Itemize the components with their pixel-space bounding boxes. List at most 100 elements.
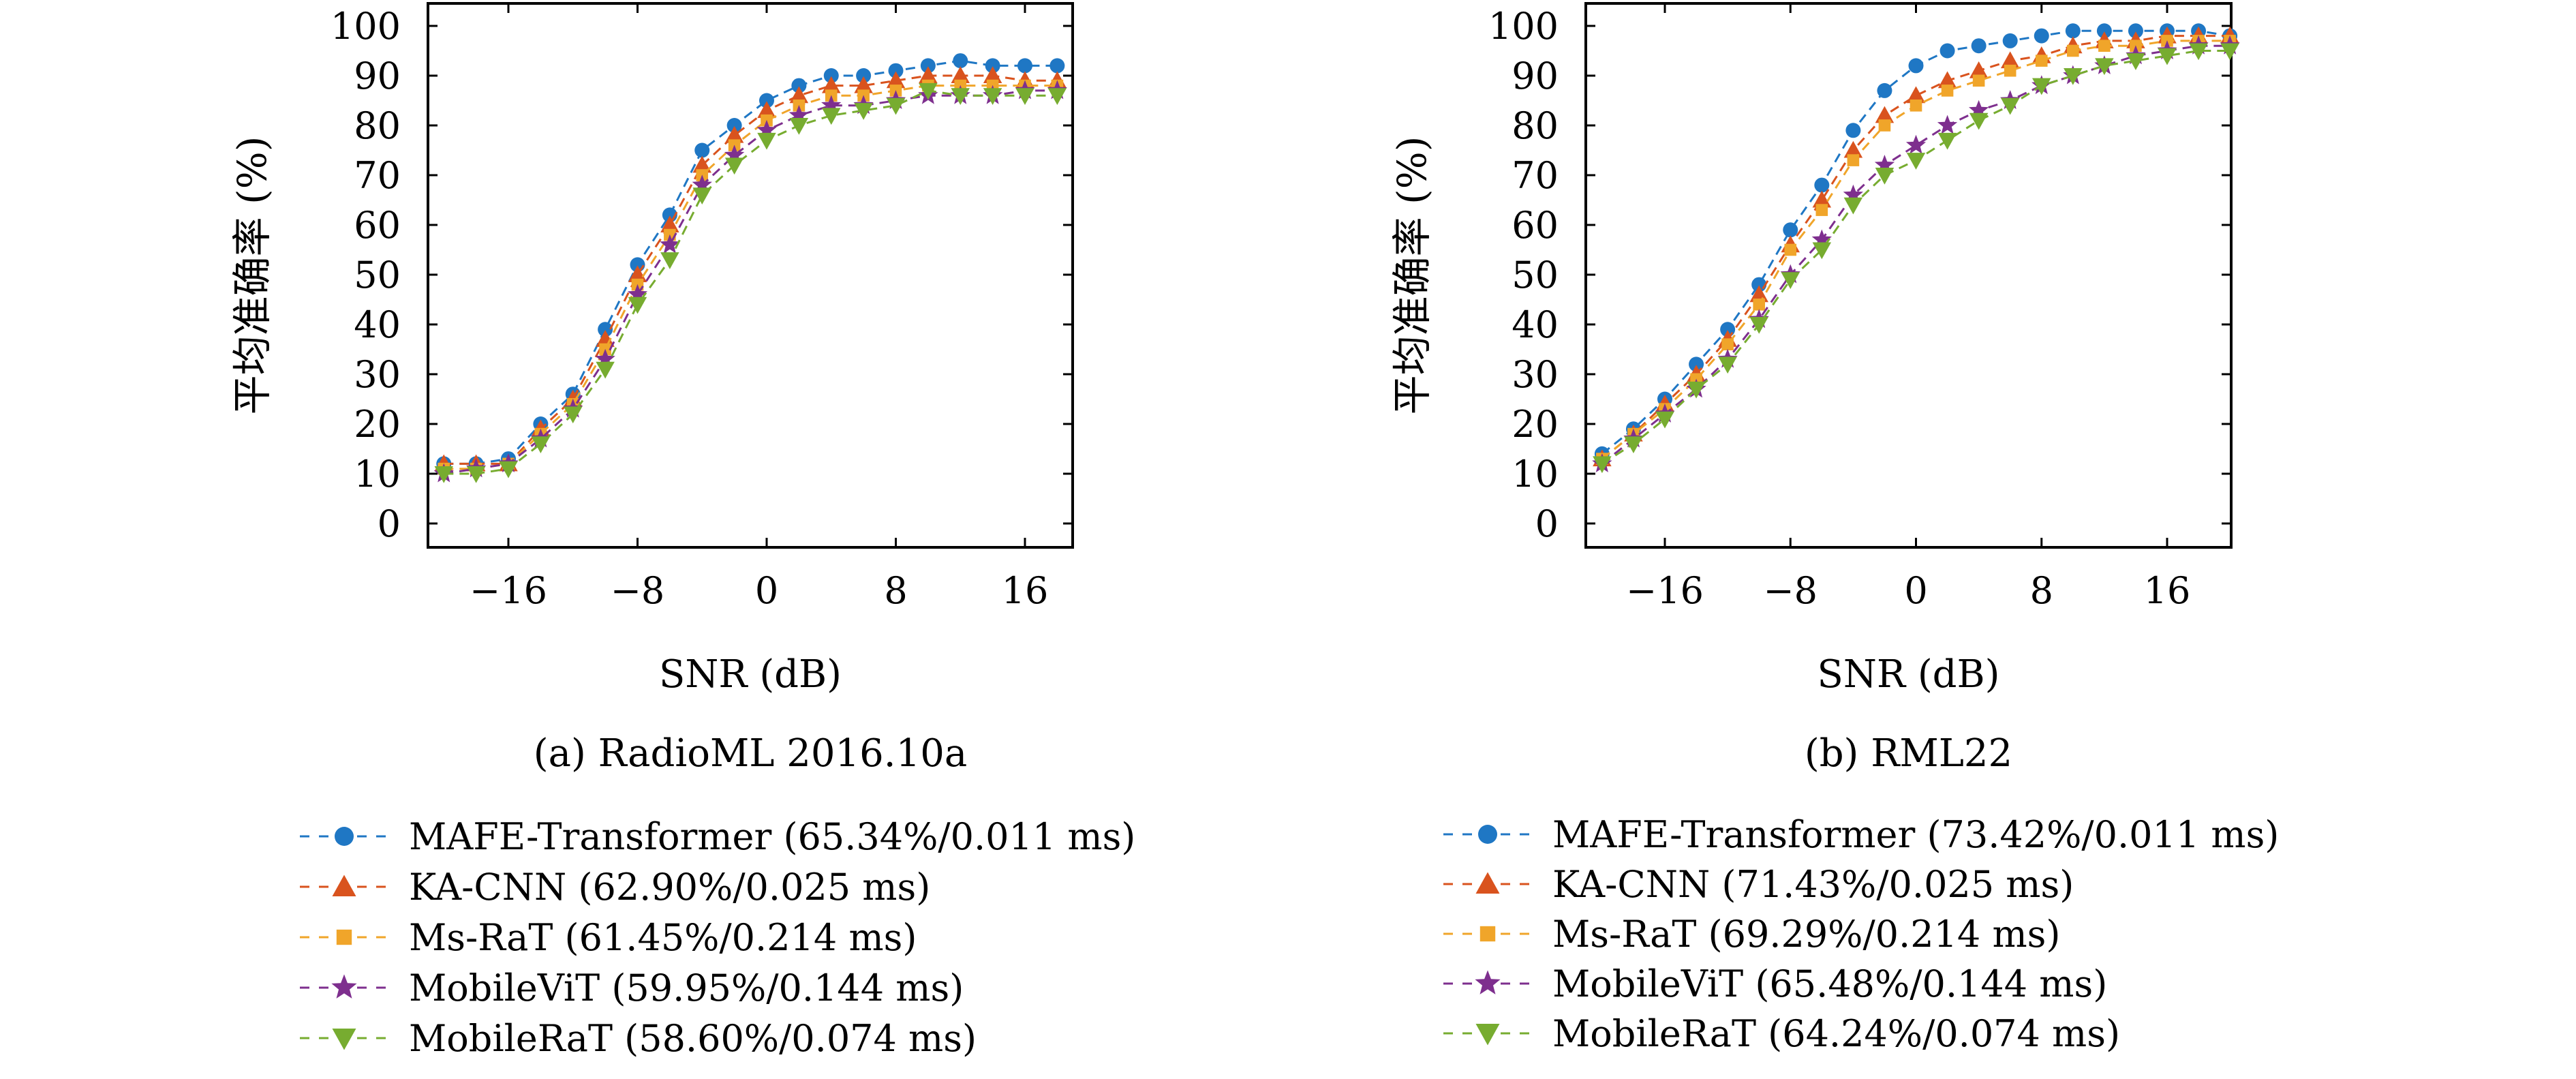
data-point	[1753, 299, 1765, 311]
y-tick-label: 40	[1512, 303, 1559, 346]
x-tick-label: 16	[2144, 569, 2191, 612]
data-point	[1937, 71, 1957, 89]
data-point	[660, 234, 680, 254]
x-tick-label: 16	[1002, 569, 1049, 612]
data-point	[1969, 100, 1989, 119]
data-point	[1845, 123, 1861, 138]
data-point	[724, 145, 745, 164]
data-point	[1941, 85, 1954, 97]
y-tick-label: 70	[1512, 154, 1559, 197]
panel-caption: (a) RadioML 2016.10a	[534, 731, 967, 776]
data-point	[919, 82, 938, 100]
data-point	[1937, 132, 1957, 150]
data-point	[1969, 112, 1989, 130]
data-point	[756, 119, 777, 139]
legend-marker	[335, 827, 354, 846]
data-point	[466, 466, 486, 483]
data-point	[854, 103, 873, 120]
data-point	[596, 361, 615, 379]
data-point	[1877, 82, 1892, 98]
data-point	[822, 76, 841, 93]
data-point	[628, 265, 647, 282]
legend-marker	[332, 875, 356, 896]
x-tick-label: −8	[611, 569, 665, 612]
data-point	[2098, 40, 2111, 52]
data-point	[1687, 381, 1706, 399]
legend-marker	[331, 974, 357, 999]
legend-entry: MobileViT (59.95%/0.144 ms)	[409, 967, 964, 1009]
data-point	[2065, 23, 2081, 39]
data-point	[823, 68, 839, 83]
data-point	[1749, 285, 1768, 303]
data-point	[2126, 53, 2145, 70]
data-point	[2220, 43, 2239, 61]
x-tick-label: 0	[1904, 569, 1927, 612]
data-point	[531, 436, 551, 453]
data-point	[1843, 184, 1863, 204]
data-point	[757, 132, 776, 150]
series-line	[444, 59, 1058, 465]
y-tick-label: 20	[1512, 403, 1559, 446]
data-point	[1906, 153, 1926, 170]
legend-entry: Ms-RaT (69.29%/0.214 ms)	[1552, 913, 2060, 956]
data-point	[1624, 436, 1643, 453]
data-point	[1047, 88, 1067, 105]
data-point	[1812, 190, 1832, 208]
y-tick-label: 0	[378, 502, 401, 545]
y-tick-label: 80	[1512, 104, 1559, 147]
data-point	[660, 252, 679, 269]
data-point	[2035, 55, 2048, 67]
data-point	[983, 66, 1002, 83]
x-axis-label: SNR (dB)	[659, 652, 842, 697]
data-point	[888, 63, 904, 78]
data-point	[1049, 58, 1065, 74]
legend-marker	[1475, 970, 1501, 994]
legend-entry: KA-CNN (71.43%/0.025 ms)	[1552, 863, 2074, 906]
data-point	[1906, 86, 1926, 104]
data-point	[2189, 43, 2208, 61]
data-point	[1749, 317, 1768, 334]
series-line	[444, 89, 1058, 475]
data-point	[2064, 68, 2083, 85]
legend-entry: MAFE-Transformer (65.34%/0.011 ms)	[409, 815, 1135, 858]
legend-entry: MobileViT (65.48%/0.144 ms)	[1552, 962, 2107, 1005]
data-point	[726, 118, 742, 133]
data-point	[1910, 100, 1922, 112]
data-point	[660, 215, 679, 232]
data-point	[822, 108, 841, 125]
legend-entry: MobileRaT (58.60%/0.074 ms)	[409, 1017, 977, 1060]
data-point	[694, 142, 710, 158]
y-tick-label: 40	[354, 303, 401, 346]
y-tick-label: 100	[1488, 5, 1559, 48]
data-point	[2128, 23, 2143, 39]
legend-entry: Ms-RaT (61.45%/0.214 ms)	[409, 916, 917, 959]
series-line	[444, 74, 1058, 465]
legend-entry: MobileRaT (64.24%/0.074 ms)	[1552, 1012, 2120, 1055]
legend-marker	[1475, 1024, 1500, 1046]
series-line	[444, 89, 1058, 475]
data-point	[886, 71, 906, 89]
data-point	[1689, 356, 1704, 372]
data-point	[1784, 243, 1797, 256]
data-point	[692, 174, 712, 194]
x-tick-label: 8	[884, 569, 907, 612]
data-point	[1593, 456, 1612, 474]
series-line	[1601, 50, 2230, 465]
data-point	[1843, 197, 1863, 215]
x-axis-label: SNR (dB)	[1817, 652, 1999, 697]
y-axis-label: 平均准确率 (%)	[229, 136, 275, 415]
data-point	[789, 118, 809, 135]
y-tick-label: 90	[354, 55, 401, 97]
data-point	[499, 461, 518, 478]
data-point	[2034, 28, 2049, 44]
y-tick-label: 50	[1512, 254, 1559, 297]
data-point	[759, 93, 774, 108]
data-point	[724, 157, 744, 175]
data-point	[951, 66, 970, 83]
data-point	[595, 348, 615, 368]
data-point	[1905, 134, 1927, 154]
x-tick-label: 0	[755, 569, 778, 612]
data-point	[564, 406, 583, 424]
y-tick-label: 10	[354, 453, 401, 496]
